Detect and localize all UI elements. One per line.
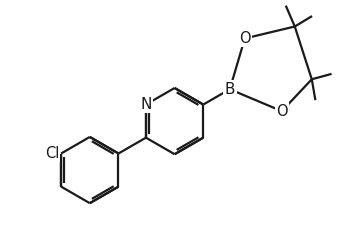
Text: Cl: Cl	[45, 146, 59, 161]
Text: B: B	[225, 82, 235, 97]
Text: O: O	[239, 31, 251, 46]
Text: N: N	[140, 97, 152, 112]
Text: O: O	[276, 104, 288, 119]
